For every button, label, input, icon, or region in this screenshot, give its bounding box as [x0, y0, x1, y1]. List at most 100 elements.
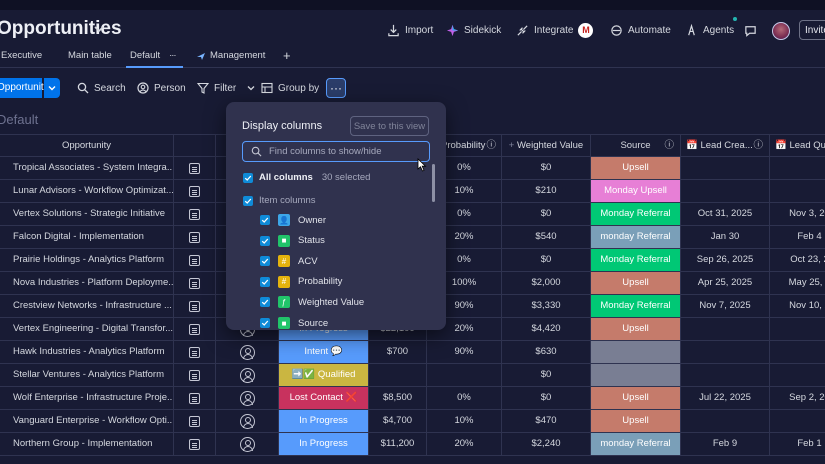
- source-label[interactable]: Monday Referral: [591, 295, 681, 317]
- opportunity-name[interactable]: Prairie Holdings - Analytics Platform: [0, 249, 174, 271]
- invite-button[interactable]: Invite: [799, 20, 825, 40]
- acv-value[interactable]: $11,200: [369, 433, 427, 455]
- owner-cell[interactable]: [216, 433, 279, 455]
- updates-icon[interactable]: [189, 300, 200, 312]
- table-row[interactable]: Wolf Enterprise - Infrastructure Proje..…: [0, 387, 825, 410]
- column-header-source[interactable]: Source ⓘ: [591, 135, 681, 157]
- opportunity-name[interactable]: Vanguard Enterprise - Workflow Opti...: [0, 410, 174, 432]
- updates-icon[interactable]: [189, 323, 200, 335]
- status-label[interactable]: ➡️✅ Qualified: [279, 364, 369, 386]
- probability-value[interactable]: 10%: [427, 180, 502, 202]
- all-columns-toggle[interactable]: All columns 30 selected: [243, 172, 370, 183]
- opportunity-name[interactable]: Vertex Engineering - Digital Transfor...: [0, 318, 174, 340]
- updates-icon[interactable]: [189, 415, 200, 427]
- checkbox-checked[interactable]: [260, 235, 270, 246]
- table-row[interactable]: Hawk Industries - Analytics Platform Inte…: [0, 341, 825, 364]
- source-label[interactable]: Upsell: [591, 410, 681, 432]
- lead-qualified-date[interactable]: Nov 10, 2: [770, 295, 825, 317]
- lead-qualified-date[interactable]: [770, 364, 825, 386]
- source-label[interactable]: Upsell: [591, 157, 681, 179]
- probability-value[interactable]: 100%: [427, 272, 502, 294]
- chevron-down-icon[interactable]: [245, 82, 257, 94]
- chevron-down-icon[interactable]: [92, 22, 106, 36]
- checkbox-checked[interactable]: [260, 215, 270, 225]
- opportunity-name[interactable]: Crestview Networks - Infrastructure ...: [0, 295, 174, 317]
- column-toggle-item[interactable]: # ACV: [260, 255, 318, 268]
- info-icon[interactable]: ⓘ: [664, 140, 674, 151]
- status-label[interactable]: In Progress: [279, 433, 369, 455]
- new-item-dropdown[interactable]: [44, 78, 60, 98]
- status-label[interactable]: Intent 💬: [279, 341, 369, 363]
- updates-cell[interactable]: [174, 433, 216, 455]
- updates-icon[interactable]: [189, 277, 200, 289]
- updates-icon[interactable]: [189, 208, 200, 220]
- tab-default[interactable]: Default ···: [130, 50, 177, 61]
- panel-scrollbar[interactable]: [432, 164, 435, 202]
- updates-cell[interactable]: [174, 295, 216, 317]
- opportunity-name[interactable]: Lunar Advisors - Workflow Optimizat...: [0, 180, 174, 202]
- acv-value[interactable]: [369, 364, 427, 386]
- lead-qualified-date[interactable]: Oct 23, 2: [770, 249, 825, 271]
- source-label[interactable]: Upsell: [591, 318, 681, 340]
- column-search-input[interactable]: [269, 146, 419, 157]
- source-label[interactable]: Monday Referral: [591, 203, 681, 225]
- info-icon[interactable]: ⓘ: [753, 140, 763, 151]
- probability-value[interactable]: 90%: [427, 295, 502, 317]
- table-row[interactable]: Vanguard Enterprise - Workflow Opti... In…: [0, 410, 825, 433]
- updates-icon[interactable]: [189, 438, 200, 450]
- updates-icon[interactable]: [189, 162, 200, 174]
- column-header-probability[interactable]: Probability ⓘ: [427, 135, 502, 157]
- probability-value[interactable]: 20%: [427, 318, 502, 340]
- info-icon[interactable]: ⓘ: [486, 140, 496, 151]
- updates-icon[interactable]: [189, 185, 200, 197]
- column-toggle-item[interactable]: ƒ Weighted Value: [260, 296, 364, 309]
- updates-cell[interactable]: [174, 318, 216, 340]
- new-opportunity-button[interactable]: Opportunity: [0, 78, 49, 98]
- checkbox-checked[interactable]: [260, 297, 270, 308]
- source-label[interactable]: Monday Upsell: [591, 180, 681, 202]
- lead-qualified-date[interactable]: Feb 4: [770, 226, 825, 248]
- source-label[interactable]: Monday Referral: [591, 249, 681, 271]
- column-header-opportunity[interactable]: Opportunity: [0, 135, 174, 157]
- opportunity-name[interactable]: Tropical Associates - System Integra...: [0, 157, 174, 179]
- source-label[interactable]: [591, 341, 681, 363]
- updates-icon[interactable]: [189, 392, 200, 404]
- owner-cell[interactable]: [216, 364, 279, 386]
- opportunity-name[interactable]: Vertex Solutions - Strategic Initiative: [0, 203, 174, 225]
- lead-qualified-date[interactable]: [770, 318, 825, 340]
- lead-created-date[interactable]: [681, 341, 770, 363]
- probability-value[interactable]: 20%: [427, 226, 502, 248]
- updates-cell[interactable]: [174, 180, 216, 202]
- lead-created-date[interactable]: Jul 22, 2025: [681, 387, 770, 409]
- table-row[interactable]: Northern Group - Implementation In Progre…: [0, 433, 825, 456]
- lead-qualified-date[interactable]: [770, 157, 825, 179]
- lead-created-date[interactable]: Oct 31, 2025: [681, 203, 770, 225]
- opportunity-name[interactable]: Falcon Digital - Implementation: [0, 226, 174, 248]
- lead-qualified-date[interactable]: [770, 341, 825, 363]
- tab-management[interactable]: Management: [196, 50, 265, 61]
- lead-created-date[interactable]: [681, 410, 770, 432]
- opportunity-name[interactable]: Stellar Ventures - Analytics Platform: [0, 364, 174, 386]
- lead-qualified-date[interactable]: Nov 3, 20: [770, 203, 825, 225]
- automate-button[interactable]: Automate: [610, 22, 671, 38]
- source-label[interactable]: monday Referral: [591, 433, 681, 455]
- source-label[interactable]: [591, 364, 681, 386]
- lead-created-date[interactable]: Apr 25, 2025: [681, 272, 770, 294]
- opportunity-name[interactable]: Wolf Enterprise - Infrastructure Proje..…: [0, 387, 174, 409]
- checkbox-checked[interactable]: [260, 318, 270, 328]
- owner-cell[interactable]: [216, 410, 279, 432]
- column-search-field[interactable]: [242, 141, 430, 162]
- save-to-view-button[interactable]: Save to this view: [350, 116, 429, 136]
- column-toggle-item[interactable]: 👤 Owner: [260, 214, 326, 226]
- lead-created-date[interactable]: [681, 318, 770, 340]
- updates-cell[interactable]: [174, 249, 216, 271]
- source-label[interactable]: monday Referral: [591, 226, 681, 248]
- updates-icon[interactable]: [189, 346, 200, 358]
- tab-options-icon[interactable]: ···: [169, 50, 176, 61]
- lead-created-date[interactable]: Jan 30: [681, 226, 770, 248]
- acv-value[interactable]: $4,700: [369, 410, 427, 432]
- status-label[interactable]: In Progress: [279, 410, 369, 432]
- probability-value[interactable]: [427, 364, 502, 386]
- lead-created-date[interactable]: Sep 26, 2025: [681, 249, 770, 271]
- owner-cell[interactable]: [216, 341, 279, 363]
